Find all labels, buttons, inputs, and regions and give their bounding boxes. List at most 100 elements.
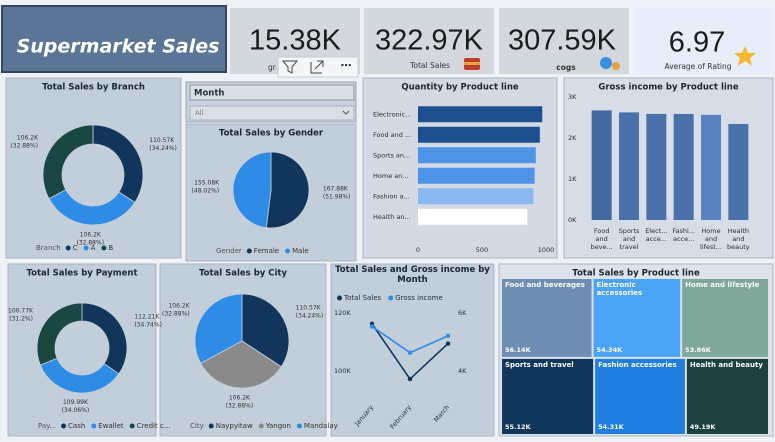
- data-label-percent: (34.24%): [296, 313, 324, 320]
- treemap-tile: [682, 279, 768, 357]
- legend-label: A: [91, 244, 96, 252]
- treemap-tile: [686, 358, 768, 434]
- slicer-dropdown[interactable]: [189, 105, 355, 121]
- bar: [728, 123, 749, 220]
- y-tick-label: Sports an...: [373, 151, 410, 159]
- gear-icon: [612, 62, 620, 70]
- title-card: [1, 5, 227, 73]
- bar: [418, 106, 543, 123]
- y-tick-label: Health an...: [373, 213, 411, 221]
- data-label: 106.2K: [229, 394, 251, 401]
- data-label-percent: (31.2%): [9, 316, 33, 323]
- legend-title: Branch: [36, 244, 61, 252]
- chart-title: Total Sales and Gross income by Month: [335, 265, 490, 285]
- legend-swatch: [101, 245, 107, 251]
- data-label-percent: (51.98%): [323, 194, 351, 201]
- chart-title: Quantity by Product line: [401, 83, 519, 93]
- data-label: 100.77K: [8, 308, 34, 315]
- legend-label: C: [73, 244, 78, 252]
- line-point: [407, 376, 413, 382]
- data-label: 106.2K: [168, 302, 190, 309]
- chart-panel: [7, 263, 157, 437]
- legend-label: Male: [292, 247, 309, 255]
- chart-title: Total Sales by Branch: [42, 83, 145, 93]
- slice: [194, 293, 243, 364]
- y-tick-label: Home an...: [373, 172, 409, 180]
- x-tick-label: Health and beauty: [727, 227, 750, 251]
- data-label: 106.2K: [80, 231, 102, 238]
- focus-icon[interactable]: [310, 60, 324, 74]
- legend-label: Female: [254, 247, 279, 255]
- slice: [265, 151, 310, 229]
- legend-swatch: [208, 423, 214, 429]
- x-tick-label-box: Sports and travel: [619, 227, 640, 251]
- y2-tick-label: 4K: [458, 367, 467, 375]
- tile-label: Food and beverages: [505, 281, 585, 289]
- legend-label: Ewallet: [98, 422, 124, 430]
- kpi-value: 15.38K: [249, 25, 342, 57]
- legend-label: Naypyitaw: [216, 422, 253, 430]
- chart-title: Total Sales by City: [199, 269, 288, 279]
- chart-title: Gross income by Product line: [598, 83, 738, 93]
- kpi-label: Total Sales: [409, 61, 450, 70]
- bar: [701, 114, 721, 220]
- tile-value: 49.19K: [690, 423, 717, 431]
- bar: [418, 188, 534, 205]
- bar: [673, 113, 694, 220]
- slice: [232, 151, 272, 229]
- legend-swatch: [296, 423, 302, 429]
- tile-label: Home and lifestyle: [685, 281, 760, 289]
- tile-value: 54.34K: [597, 346, 624, 354]
- line-point: [445, 341, 451, 346]
- tile-label-box: Sports and travel: [505, 361, 574, 369]
- x-tick-label-box: Home and lifest...: [700, 227, 722, 251]
- more-options-icon[interactable]: ⋯: [341, 59, 352, 72]
- slicer-selected[interactable]: All: [195, 109, 204, 117]
- line-point: [445, 333, 451, 339]
- chart-panel: [5, 77, 182, 259]
- legend-swatch: [91, 423, 97, 429]
- data-label: 109.99K: [63, 399, 89, 406]
- y-tick-label: 120K: [334, 309, 351, 317]
- y-tick-label: 2K: [568, 134, 577, 142]
- gear-icon: [600, 57, 612, 69]
- y-tick-label: 3K: [568, 93, 577, 101]
- slice: [42, 124, 94, 200]
- y2-tick-label: 6K: [458, 309, 467, 317]
- legend-label: Yangon: [265, 422, 291, 430]
- kpi-value: 322.97K: [375, 25, 484, 57]
- legend-label: Total Sales: [343, 294, 382, 302]
- slice: [36, 302, 83, 366]
- slicer-title: Month: [194, 89, 224, 99]
- tile-value: 53.86K: [685, 346, 712, 354]
- legend-swatch: [388, 295, 394, 301]
- visual-toolbar: [277, 56, 359, 78]
- treemap-tile: [593, 279, 681, 357]
- data-label: 106.2K: [17, 135, 39, 142]
- filter-icon[interactable]: [281, 60, 299, 74]
- bar: [418, 126, 540, 143]
- y-tick-label: 0K: [568, 216, 577, 224]
- dropdown-chevron[interactable]: [342, 110, 350, 115]
- data-label: 155.08K: [194, 179, 220, 186]
- chart-title: Total Sales by Product line: [572, 269, 700, 279]
- legend-title: Pay...: [38, 422, 56, 430]
- legend-swatch: [246, 248, 252, 254]
- x-tick-label-box: Fashi... acce...: [672, 227, 695, 243]
- legend-swatch: [61, 423, 67, 429]
- tile-label-box: Fashion accessories: [598, 361, 677, 369]
- legend-label: Gross income: [395, 294, 443, 302]
- x-tick-label: 1000: [538, 246, 555, 254]
- data-label: 112.21K: [134, 313, 160, 320]
- legend-title: Gender: [216, 247, 242, 255]
- treemap-tile: [502, 279, 592, 357]
- chart-title-box: Total Sales and Gross income by Month: [335, 265, 490, 285]
- kpi-label: cogs: [556, 63, 576, 72]
- legend-swatch: [258, 423, 264, 429]
- bar: [591, 110, 612, 220]
- legend-swatch: [337, 295, 342, 301]
- kpi-value: 307.59K: [508, 25, 617, 57]
- data-label-percent: (48.02%): [192, 187, 220, 194]
